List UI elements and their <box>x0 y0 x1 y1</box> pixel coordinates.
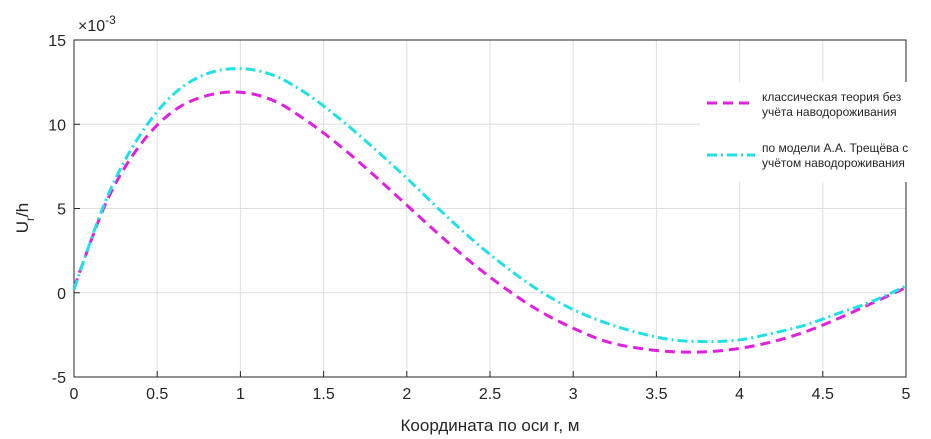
legend-label-classic-line2: учёта наводороживания <box>762 105 897 119</box>
x-axis-label: Координата по оси r, м <box>401 416 580 435</box>
series-layer <box>72 67 907 354</box>
x-tick-label: 5 <box>902 386 911 403</box>
legend-box <box>700 82 915 182</box>
x-tick-label: 1.5 <box>312 386 334 403</box>
y-axis-label-tail: /h <box>13 203 32 217</box>
y-axis-label: Ur/h <box>13 203 37 233</box>
legend: классическая теория без учёта наводорожи… <box>700 82 915 182</box>
x-tick-label: 3.5 <box>645 386 667 403</box>
series-line-classic <box>72 90 907 354</box>
y-tick-label: 15 <box>48 33 66 50</box>
y-axis-label-subscript: r <box>23 217 37 221</box>
y-tick-label: -5 <box>52 370 66 387</box>
y-tick-label: 5 <box>57 202 66 219</box>
legend-label-treshchev-line1: по модели А.А. Трещёва с <box>762 141 908 155</box>
x-tick-label: 4.5 <box>812 386 834 403</box>
axis-ticks <box>73 39 907 378</box>
series-line-treshchev <box>72 67 907 344</box>
x-tick-label: 2.5 <box>479 386 501 403</box>
y-tick-label: 10 <box>48 117 66 134</box>
legend-label-treshchev-line2: учётом наводороживания <box>762 156 905 170</box>
x-tick-label: 0 <box>70 386 79 403</box>
x-tick-label: 0.5 <box>146 386 168 403</box>
legend-label-classic-line1: классическая теория без <box>762 90 902 104</box>
y-exponent-power: -3 <box>105 13 116 27</box>
x-tick-label: 4 <box>735 386 744 403</box>
y-tick-label: 0 <box>57 286 66 303</box>
x-tick-label: 2 <box>402 386 411 403</box>
y-exponent-label: ×10-3 <box>78 13 116 35</box>
x-tick-label: 3 <box>569 386 578 403</box>
x-tick-label: 1 <box>236 386 245 403</box>
